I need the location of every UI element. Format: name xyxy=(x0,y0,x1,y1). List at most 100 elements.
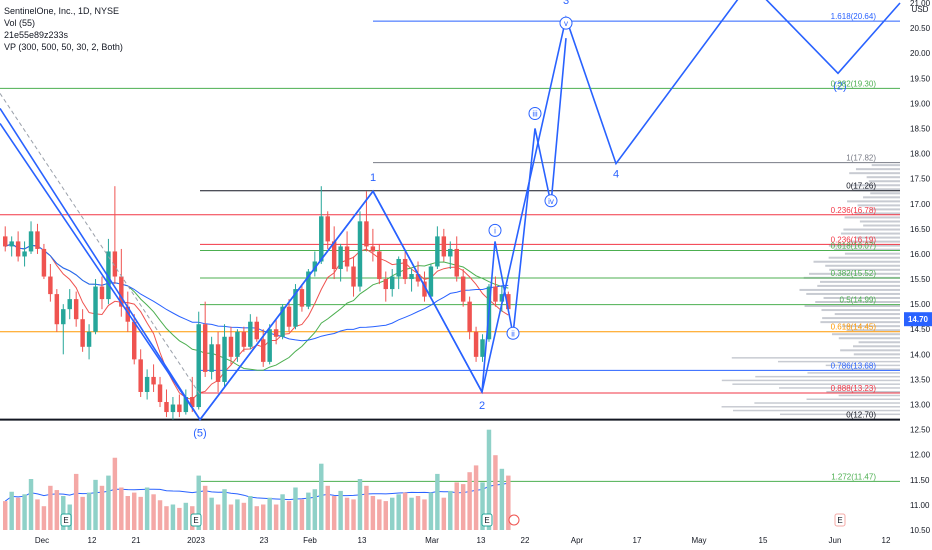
volume-bar xyxy=(493,455,498,530)
candle-body xyxy=(222,336,227,382)
vp-bar xyxy=(778,387,900,389)
time-axis[interactable]: Dec 12 21 2023 23 Feb 13 Mar 13 22 Apr 17 May 15 Jun 12 xyxy=(35,536,891,545)
earnings-marker xyxy=(481,513,493,527)
vp-bar xyxy=(849,172,900,175)
candle-body xyxy=(241,331,247,347)
volume-profile-label[interactable]: VP (300, 500, 50, 30, 2, Both) xyxy=(4,42,123,52)
wave-label-circle xyxy=(488,223,502,237)
price-tick-label: 19.00 xyxy=(910,99,931,108)
volume-bar xyxy=(151,494,156,530)
time-tick-label: 13 xyxy=(477,536,486,545)
volume-bar xyxy=(119,487,124,530)
fib-level-label: 0.618(14.45) xyxy=(831,323,877,332)
vp-bar xyxy=(817,284,900,287)
vp-bar xyxy=(813,260,900,263)
volume-bar xyxy=(293,487,298,530)
volume-bar xyxy=(157,500,163,530)
earnings-marker xyxy=(190,513,202,527)
time-tick-label: May xyxy=(691,536,706,545)
vp-bar xyxy=(838,337,900,340)
fib-labels: 1.618(20.64) 0.382(19.30) 1(17.82) 0(17.26)… xyxy=(831,12,877,481)
volume-bar xyxy=(338,490,343,530)
volume-bar xyxy=(280,494,285,530)
volume-bar xyxy=(99,485,105,530)
price-tick-label: 17.50 xyxy=(910,175,931,184)
candle-body xyxy=(402,258,408,280)
price-axis[interactable]: 21.00 20.50 20.00 19.50 19.00 18.50 18.00 17.50… xyxy=(904,0,932,535)
vp-bar xyxy=(859,220,900,223)
vp-bar xyxy=(809,272,900,275)
chart-legend: SentinelOne, Inc., 1D, NYSE Vol (55) 21e… xyxy=(4,5,123,53)
volume-bar xyxy=(28,479,34,530)
wave-label: (5) xyxy=(193,428,206,440)
volume-bar xyxy=(215,504,221,530)
candle-body xyxy=(493,286,498,302)
vp-bar xyxy=(806,398,900,401)
last-price-label: 14.70 xyxy=(908,315,929,324)
candle-body xyxy=(106,251,111,300)
volume-bar xyxy=(3,501,8,530)
time-tick-label: Apr xyxy=(571,536,584,545)
earnings-marker-label: E xyxy=(484,516,489,525)
fib-level-label: 0.236(16.78) xyxy=(831,206,877,215)
volume-bar xyxy=(422,499,427,530)
volume-bar xyxy=(383,501,388,530)
subwave-path xyxy=(481,38,567,393)
volume-indicator-label[interactable]: Vol (55) xyxy=(4,18,36,28)
candle-body xyxy=(132,321,137,360)
candle-body xyxy=(151,376,156,385)
script-indicator-label[interactable]: 21e55e89z233s xyxy=(4,30,69,40)
price-tick-label: 16.50 xyxy=(910,225,931,234)
vp-bar xyxy=(825,264,900,267)
fib-level-label: 0.888(13.23) xyxy=(831,384,877,393)
vp-bar xyxy=(822,317,900,320)
price-tick-label: 10.50 xyxy=(910,526,931,535)
candle-body xyxy=(415,274,421,282)
volume-bar xyxy=(248,496,253,530)
volume-bar xyxy=(396,494,401,530)
candle-body xyxy=(41,248,47,277)
candle-body xyxy=(202,324,208,372)
candle-body xyxy=(209,344,214,372)
time-tick-label: Jun xyxy=(829,536,842,545)
volume-bar xyxy=(54,490,60,530)
wave-label: 2 xyxy=(479,400,485,412)
price-tick-label: 12.00 xyxy=(910,451,931,460)
candle-body xyxy=(396,258,401,277)
vp-bar xyxy=(838,394,900,397)
vp-bar xyxy=(721,379,900,382)
vp-bar xyxy=(823,296,900,299)
vp-bar xyxy=(863,224,900,227)
candle-body xyxy=(441,236,447,257)
volume-bar xyxy=(435,473,440,530)
volume-bar xyxy=(448,490,453,530)
wave-label: iv xyxy=(548,197,554,206)
fib-level-label: 0.618(16.07) xyxy=(831,241,877,250)
candle-body xyxy=(235,331,240,357)
price-tick-label: 16.00 xyxy=(910,250,931,259)
time-tick-label: Mar xyxy=(425,536,439,545)
vp-bar xyxy=(844,216,900,219)
trend-line xyxy=(199,190,374,421)
fib-levels xyxy=(0,20,900,482)
candle-body xyxy=(248,321,253,347)
candle-body xyxy=(306,271,311,307)
trend-line xyxy=(0,107,201,421)
vp-bar xyxy=(829,268,900,271)
symbol-title[interactable]: SentinelOne, Inc., 1D, NYSE xyxy=(4,6,120,16)
volume-bar xyxy=(41,506,47,530)
price-tick-label: 14.50 xyxy=(910,325,931,334)
candle-body xyxy=(390,276,395,290)
last-price-badge xyxy=(904,312,932,327)
vp-bar xyxy=(732,383,900,385)
vp-bar xyxy=(841,325,900,328)
time-tick-label: 15 xyxy=(759,536,768,545)
candle-body xyxy=(480,339,485,357)
time-tick-label: 12 xyxy=(882,536,891,545)
price-tick-label: 11.50 xyxy=(910,476,930,485)
candle-body xyxy=(261,339,266,362)
candle-body xyxy=(383,279,388,290)
time-tick-label: 2023 xyxy=(187,536,205,545)
